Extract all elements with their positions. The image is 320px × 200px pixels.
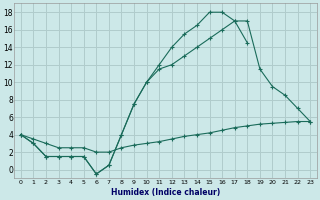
X-axis label: Humidex (Indice chaleur): Humidex (Indice chaleur) [111,188,220,197]
